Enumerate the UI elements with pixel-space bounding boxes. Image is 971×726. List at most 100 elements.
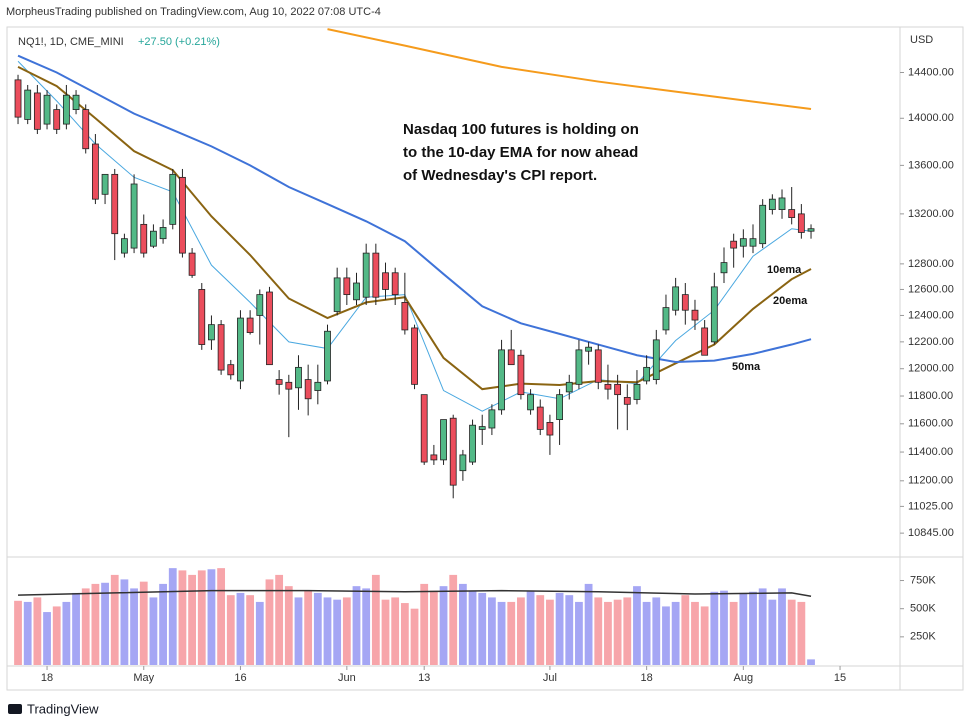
- volume-bar: [294, 597, 303, 665]
- candle-body: [420, 394, 428, 463]
- volume-bar: [371, 574, 380, 665]
- volume-bar: [362, 588, 371, 665]
- volume-bar: [555, 592, 564, 665]
- candle-body: [295, 366, 302, 389]
- y-tick-label: 14400.00: [908, 66, 954, 78]
- x-tick-label: 16: [234, 672, 246, 684]
- volume-bar: [613, 599, 622, 665]
- volume-bar: [381, 599, 390, 665]
- volume-bar: [333, 599, 342, 665]
- candle-body: [62, 94, 70, 125]
- candle-body: [82, 109, 90, 150]
- candle-body: [517, 354, 525, 396]
- volume-bar: [662, 606, 670, 665]
- candle-body: [179, 176, 186, 254]
- candle-body: [343, 277, 351, 296]
- candle-body: [768, 198, 776, 210]
- volume-bar: [23, 601, 32, 665]
- y2-tick-label: 750K: [910, 574, 936, 586]
- volume-bar: [478, 592, 487, 665]
- volume-bar: [449, 574, 458, 665]
- candle-body: [91, 143, 99, 200]
- volume-bar: [546, 599, 554, 665]
- y-tick-label: 12600.00: [908, 283, 954, 295]
- volume-bar: [120, 579, 129, 665]
- volume-bar: [410, 608, 419, 665]
- x-tick-label: 15: [834, 672, 846, 684]
- candle-body: [304, 379, 312, 400]
- candle-body: [256, 294, 264, 316]
- y-tick-label: 13200.00: [908, 208, 954, 220]
- volume-bar: [807, 659, 815, 665]
- volume-bar: [671, 601, 680, 665]
- y-tick-label: 11800.00: [908, 390, 953, 402]
- volume-bar: [797, 601, 806, 665]
- candle-body: [285, 381, 293, 390]
- volume-bar: [188, 574, 196, 665]
- volume-bar: [255, 601, 264, 665]
- volume-bar: [565, 595, 574, 665]
- candle-body: [498, 349, 505, 411]
- frame: [6, 26, 964, 691]
- candle-body: [266, 291, 273, 366]
- candle-body: [797, 213, 805, 233]
- candle-body: [208, 324, 215, 341]
- candle-body: [53, 109, 61, 130]
- volume-bar: [778, 588, 786, 665]
- x-tick-label: Aug: [734, 672, 754, 684]
- change: +27.50 (+0.21%): [138, 36, 220, 48]
- line-label: 50ma: [732, 361, 761, 373]
- moving-average: [17, 54, 812, 363]
- volume-bar: [130, 588, 138, 665]
- candle-body: [372, 252, 380, 298]
- volume-bar: [197, 570, 206, 665]
- volume-bar: [681, 595, 690, 665]
- currency: USD: [910, 34, 933, 46]
- candle-body: [643, 366, 651, 382]
- candle-body: [739, 238, 747, 247]
- candle-body: [198, 289, 206, 345]
- candle-body: [314, 381, 322, 391]
- y-tick-label: 12400.00: [908, 309, 954, 321]
- volume-bar: [81, 588, 90, 665]
- candle-body: [111, 173, 119, 235]
- candle-body: [130, 183, 138, 249]
- volume-bar: [517, 597, 525, 665]
- volume-bar: [575, 601, 583, 665]
- volume-bar: [594, 597, 603, 665]
- x-tick-label: 18: [641, 672, 653, 684]
- volume-bar: [72, 592, 80, 665]
- volume-bar: [584, 583, 593, 665]
- candle-body: [575, 349, 583, 385]
- volume-bar: [304, 590, 313, 665]
- volume-bar: [729, 601, 738, 665]
- candle-body: [672, 286, 680, 311]
- volume-bar: [768, 599, 777, 665]
- volume-bar: [352, 586, 361, 665]
- y-tick-label: 11025.00: [908, 500, 953, 512]
- candle-body: [701, 327, 709, 356]
- volume-bar: [91, 583, 100, 665]
- volume-bar: [468, 590, 477, 665]
- volume-bar: [323, 597, 332, 665]
- volume-bar: [139, 581, 148, 665]
- y-tick-label: 13600.00: [908, 159, 954, 171]
- candle-body: [169, 173, 177, 225]
- candle-body: [778, 197, 786, 210]
- candle-body: [536, 406, 544, 430]
- volume-bar: [700, 606, 709, 665]
- candle-body: [604, 383, 612, 390]
- volume-bar: [507, 601, 516, 665]
- candle-body: [227, 364, 235, 376]
- candle-body: [788, 209, 796, 218]
- candle-body: [121, 238, 128, 254]
- volume-bar: [342, 597, 351, 665]
- candle-body: [43, 94, 51, 125]
- candle-body: [710, 286, 718, 343]
- x-tick-label: Jun: [338, 672, 356, 684]
- candle-body: [730, 240, 738, 249]
- y-tick-label: 10845.00: [908, 527, 954, 539]
- volume-bar: [623, 597, 632, 665]
- volume-bar: [487, 597, 496, 665]
